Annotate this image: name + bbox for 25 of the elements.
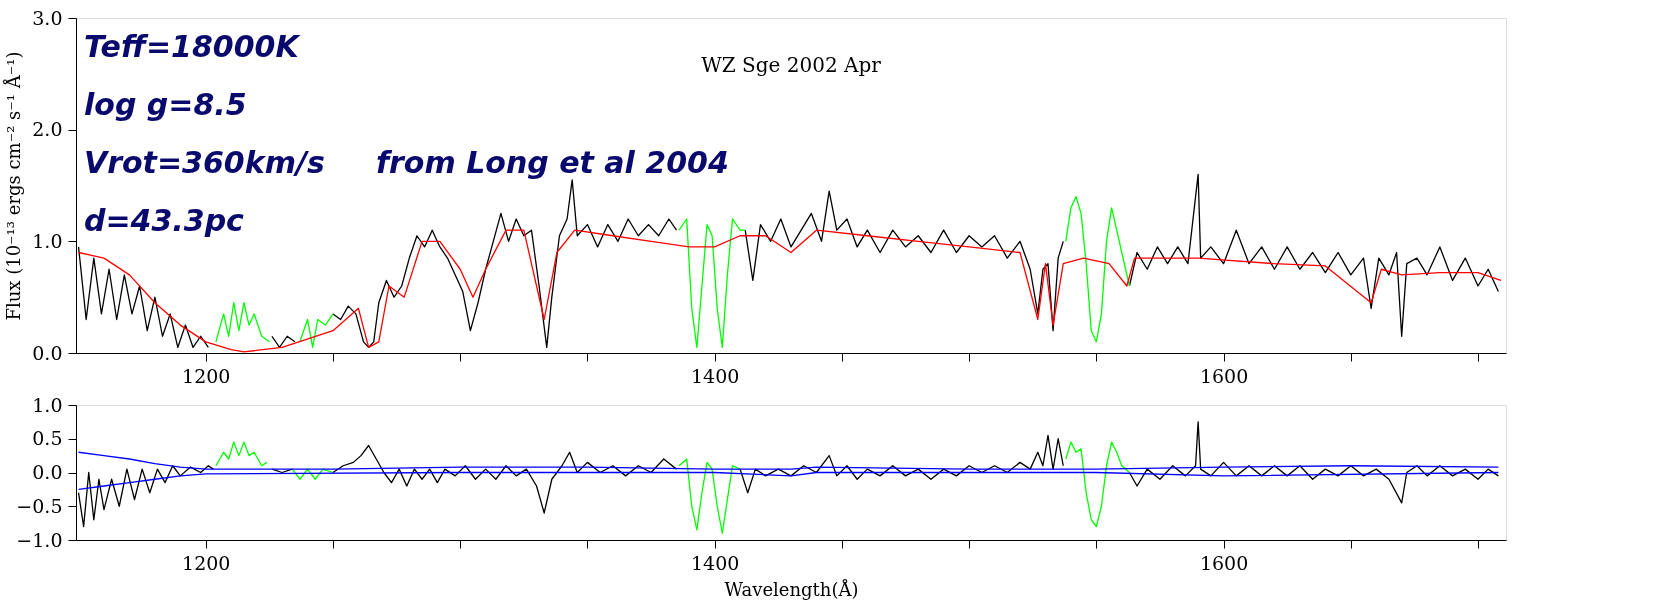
- line-series: [77, 471, 1500, 491]
- y-tick-label: 1.0: [32, 229, 63, 252]
- y-tick-label: −1.0: [16, 528, 63, 551]
- y-tick-label: 2.0: [32, 118, 63, 141]
- annotation: log g=8.5: [84, 87, 247, 122]
- y-tick-label: 3.0: [32, 6, 63, 29]
- x-tick-label: 1600: [1199, 551, 1249, 574]
- y-tick-label: 1.0: [32, 393, 63, 416]
- x-axis-title: Wavelength(Å): [724, 578, 859, 600]
- x-tick-label: 1600: [1199, 364, 1249, 387]
- y-axis-title: Flux (10⁻¹³ ergs cm⁻² s⁻¹ Å⁻¹): [3, 51, 25, 321]
- annotation: Vrot=360km/s: [84, 145, 325, 180]
- x-tick-label: 1400: [690, 551, 740, 574]
- annotation: d=43.3pc: [84, 203, 245, 238]
- y-tick-label: 0.0: [32, 341, 63, 364]
- annotation: from Long et al 2004: [376, 145, 729, 180]
- y-tick-label: 0.0: [32, 461, 63, 483]
- annotation: Teff=18000K: [84, 29, 302, 64]
- line-series: [77, 451, 1500, 470]
- y-tick-label: −0.5: [16, 494, 63, 517]
- x-tick-label: 1200: [182, 364, 231, 387]
- y-tick-label: 0.5: [32, 427, 63, 450]
- x-tick-label: 1400: [690, 364, 740, 387]
- text: WZ Sge 2002 Apr: [701, 53, 882, 77]
- x-tick-label: 1200: [182, 551, 231, 574]
